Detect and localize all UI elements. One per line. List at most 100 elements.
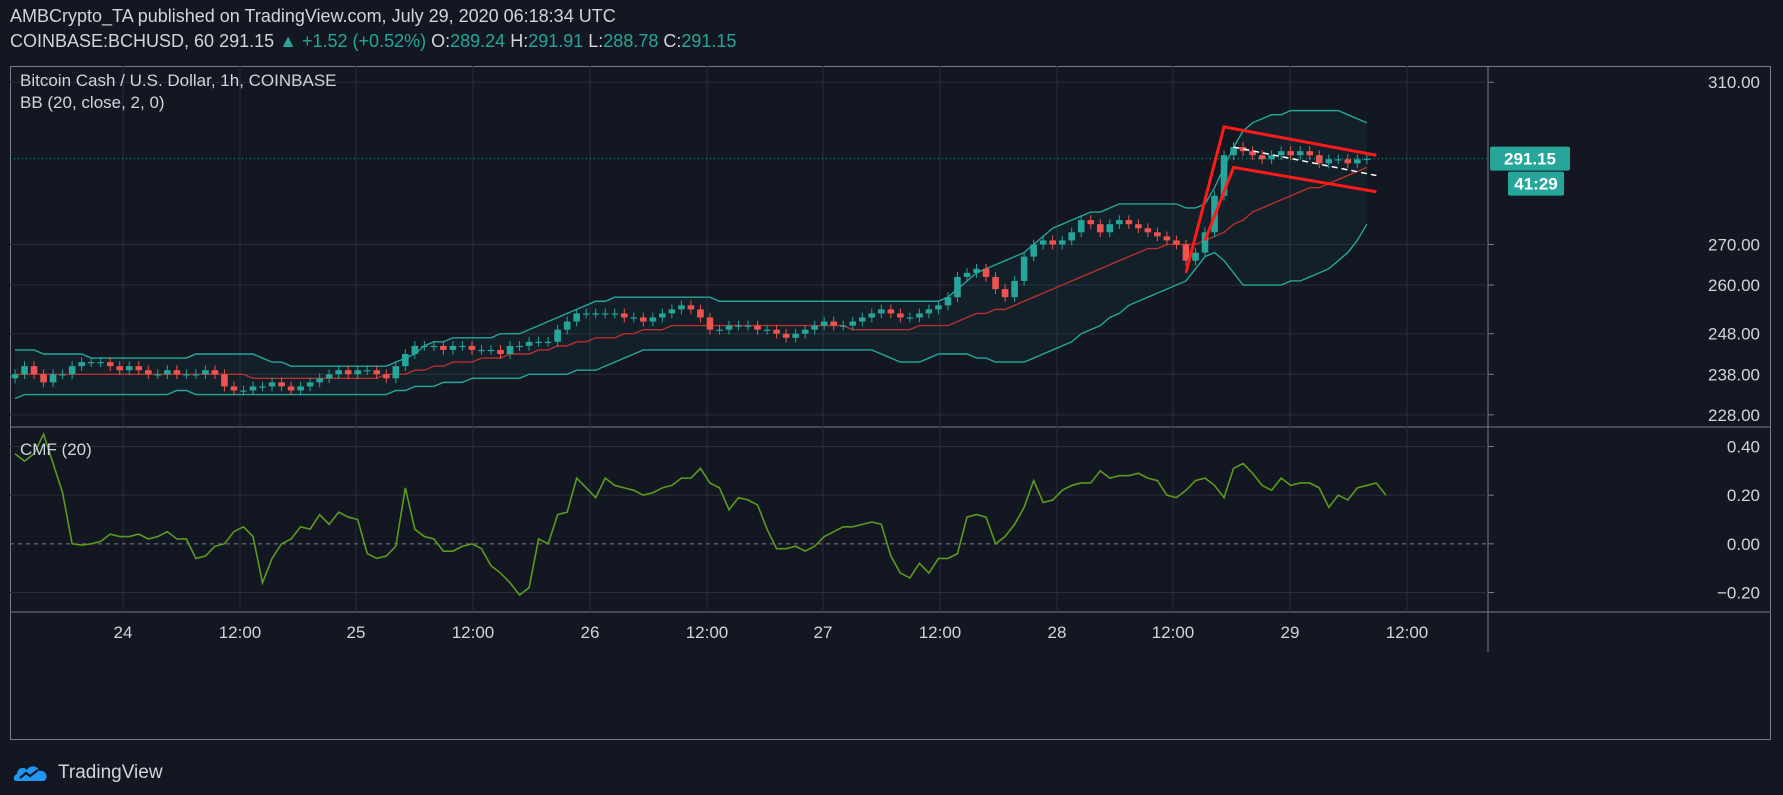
cmf-tick-label: 0.00 xyxy=(1727,535,1760,554)
candle-up xyxy=(973,268,980,273)
candle-up xyxy=(582,313,590,315)
time-tick-label: 28 xyxy=(1048,623,1067,642)
candle-down xyxy=(106,362,114,367)
candle-down xyxy=(897,313,904,318)
candle-down xyxy=(278,382,285,387)
candle-up xyxy=(525,341,533,346)
candle-down xyxy=(144,370,152,375)
candle-down xyxy=(468,345,476,350)
candle-up xyxy=(249,386,257,391)
flag-lower-line xyxy=(1203,165,1377,241)
candle-up xyxy=(297,386,304,391)
candle-down xyxy=(706,317,714,330)
candle-up xyxy=(963,272,971,277)
candle-down xyxy=(687,305,695,310)
candle-down xyxy=(1154,232,1161,237)
candle-up xyxy=(478,349,485,352)
candle-up xyxy=(240,390,247,392)
time-tick-label: 29 xyxy=(1281,623,1300,642)
candle-down xyxy=(382,374,390,379)
close-value: 291.15 xyxy=(681,31,737,51)
candle-down xyxy=(173,370,181,375)
time-tick-label: 12:00 xyxy=(1152,623,1195,642)
candle-down xyxy=(40,374,47,383)
candle-down xyxy=(287,386,295,391)
published-text: published on TradingView.com, July 29, 2… xyxy=(137,6,616,26)
candle-up xyxy=(716,329,723,331)
candle-up xyxy=(801,329,809,334)
price-tick-label: 270.00 xyxy=(1708,235,1760,254)
candle-up xyxy=(763,329,771,331)
candle-up xyxy=(78,362,85,367)
candle-up xyxy=(164,370,171,375)
footer-brand[interactable]: TradingView xyxy=(58,762,163,783)
candle-down xyxy=(1173,240,1180,245)
cmf-tick-label: 0.20 xyxy=(1727,486,1760,505)
candle-up xyxy=(535,341,542,344)
candle-up xyxy=(1363,158,1371,160)
price-tick-label: 260.00 xyxy=(1708,276,1760,295)
candle-up xyxy=(944,297,952,306)
cmf-tick-label: −0.20 xyxy=(1717,584,1760,603)
candle-up xyxy=(1030,244,1037,257)
candle-up xyxy=(725,325,733,330)
candle-up xyxy=(268,382,276,387)
candle-up xyxy=(1201,232,1209,253)
candle-down xyxy=(1144,228,1152,233)
candle-up xyxy=(154,374,162,376)
candle-up xyxy=(1334,159,1342,161)
candle-up xyxy=(839,325,847,327)
candle-up xyxy=(421,345,428,348)
candle-up xyxy=(1039,240,1047,245)
quote-line: COINBASE:BCHUSD, 60 291.15 ▲ +1.52 (+0.5… xyxy=(10,31,736,52)
candle-up xyxy=(916,313,923,318)
tradingview-logo-icon[interactable] xyxy=(12,761,50,785)
bb-upper-line xyxy=(15,109,1368,367)
close-label: C: xyxy=(663,31,682,51)
candle-up xyxy=(11,374,19,379)
countdown-badge xyxy=(1508,171,1564,196)
candle-down xyxy=(982,268,990,277)
candle-down xyxy=(135,366,143,371)
candle-up xyxy=(49,374,57,383)
time-tick-label: 25 xyxy=(347,623,366,642)
footer: TradingView xyxy=(12,761,163,785)
time-tick-label: 12:00 xyxy=(686,623,729,642)
candle-up xyxy=(1277,151,1285,156)
candle-down xyxy=(373,370,381,375)
last-price-badge-text: 291.15 xyxy=(1504,150,1556,169)
publisher-name[interactable]: AMBCrypto_TA xyxy=(10,6,133,26)
candle-up xyxy=(811,325,818,330)
last-price-badge xyxy=(1490,146,1570,171)
candle-down xyxy=(1087,220,1095,225)
candle-up xyxy=(820,321,828,326)
candle-up xyxy=(259,386,266,388)
candle-up xyxy=(935,305,942,310)
candle-down xyxy=(1163,236,1171,241)
candle-up xyxy=(516,345,523,348)
candle-up xyxy=(1106,224,1114,233)
candle-up xyxy=(563,321,571,330)
candle-up xyxy=(668,309,676,314)
candle-down xyxy=(773,329,780,334)
candle-down xyxy=(221,374,228,387)
candle-up xyxy=(744,325,752,327)
candle-up xyxy=(878,309,885,314)
candle-down xyxy=(1001,289,1009,298)
candle-down xyxy=(344,370,352,375)
bb-band-fill xyxy=(15,110,1367,399)
candle-up xyxy=(430,345,438,348)
candle-down xyxy=(830,321,838,326)
triangle-up-icon: ▲ xyxy=(279,31,297,51)
candle-up xyxy=(649,317,657,322)
candle-up xyxy=(192,374,200,376)
candle-up xyxy=(306,382,314,387)
candle-up xyxy=(1020,256,1028,281)
candle-down xyxy=(1182,244,1190,261)
candle-up xyxy=(573,313,580,322)
candle-up xyxy=(459,345,466,348)
candle-up xyxy=(59,374,66,376)
time-tick-label: 27 xyxy=(814,623,833,642)
cmf-indicator-title: CMF (20) xyxy=(20,440,92,459)
